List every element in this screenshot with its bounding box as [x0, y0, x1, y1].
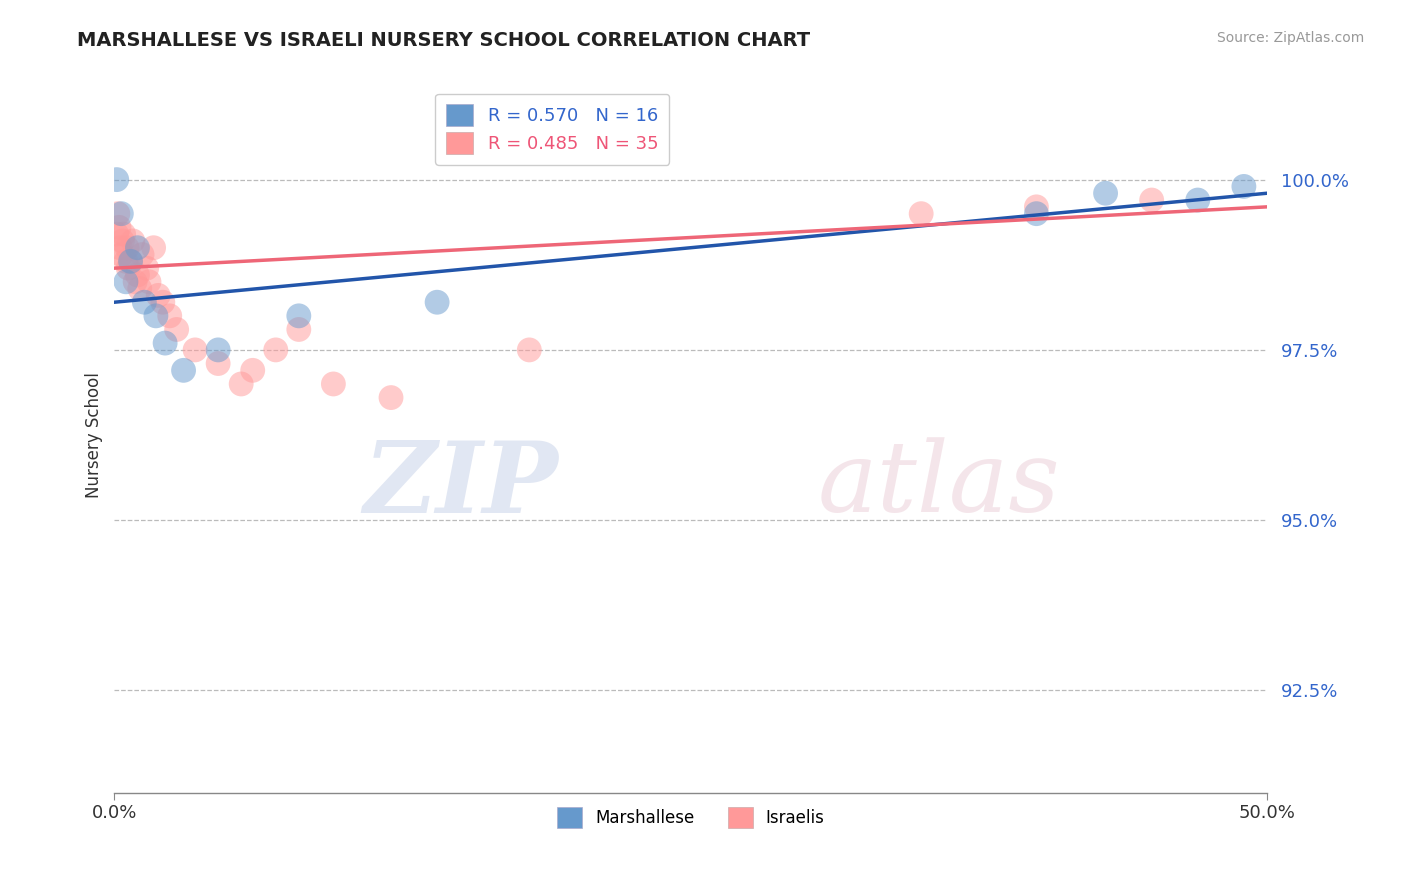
Point — [110, 247, 132, 261]
Point — [159, 309, 181, 323]
Point — [105, 227, 128, 241]
Point — [108, 241, 131, 255]
Point — [112, 227, 135, 241]
Point — [128, 282, 150, 296]
Point — [124, 275, 146, 289]
Point — [1140, 193, 1163, 207]
Point — [207, 357, 229, 371]
Point — [166, 322, 188, 336]
Point — [148, 288, 170, 302]
Point — [120, 254, 142, 268]
Point — [120, 254, 142, 268]
Point — [288, 309, 311, 323]
Point — [207, 343, 229, 357]
Point — [145, 309, 167, 323]
Point — [135, 261, 157, 276]
Point — [1025, 207, 1047, 221]
Point — [1187, 193, 1209, 207]
Point — [115, 241, 138, 255]
Point — [1094, 186, 1116, 201]
Point — [910, 207, 932, 221]
Point — [173, 363, 195, 377]
Point — [127, 241, 149, 255]
Point — [107, 207, 129, 221]
Point — [380, 391, 402, 405]
Point — [121, 234, 143, 248]
Point — [105, 172, 128, 186]
Point — [242, 363, 264, 377]
Point — [108, 220, 131, 235]
Text: ZIP: ZIP — [363, 437, 558, 533]
Point — [138, 275, 160, 289]
Point — [115, 275, 138, 289]
Point — [110, 207, 132, 221]
Point — [115, 254, 138, 268]
Point — [111, 234, 134, 248]
Point — [117, 261, 139, 276]
Point — [152, 295, 174, 310]
Point — [288, 322, 311, 336]
Point — [322, 376, 344, 391]
Text: MARSHALLESE VS ISRAELI NURSERY SCHOOL CORRELATION CHART: MARSHALLESE VS ISRAELI NURSERY SCHOOL CO… — [77, 31, 810, 50]
Text: Source: ZipAtlas.com: Source: ZipAtlas.com — [1216, 31, 1364, 45]
Legend: Marshallese, Israelis: Marshallese, Israelis — [550, 801, 831, 834]
Point — [184, 343, 207, 357]
Text: atlas: atlas — [817, 437, 1060, 533]
Point — [1233, 179, 1256, 194]
Point — [131, 247, 153, 261]
Point — [426, 295, 449, 310]
Point — [1025, 200, 1047, 214]
Y-axis label: Nursery School: Nursery School — [86, 372, 103, 498]
Point — [134, 295, 156, 310]
Point — [127, 268, 149, 282]
Point — [264, 343, 287, 357]
Point — [231, 376, 253, 391]
Point — [153, 336, 176, 351]
Point — [517, 343, 540, 357]
Point — [142, 241, 165, 255]
